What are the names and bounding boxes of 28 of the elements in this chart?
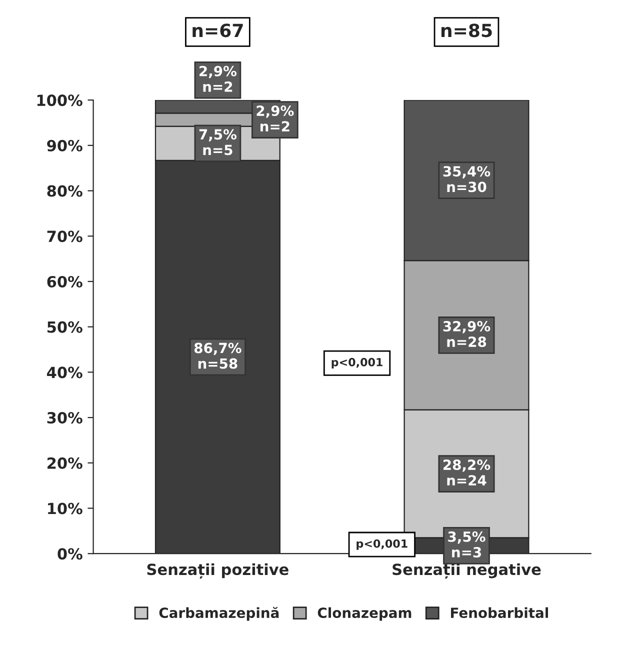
x-tick-label: Senzații negative xyxy=(392,563,541,579)
data-label: 86,7% n=58 xyxy=(194,342,242,369)
y-tick-label: 90% xyxy=(47,140,82,152)
data-label: 2,9% n=2 xyxy=(256,106,294,132)
y-tick-label: 20% xyxy=(48,457,82,469)
y-tick-label: 50% xyxy=(47,321,82,333)
y-tick-label: 100% xyxy=(37,94,82,106)
data-label: 32,9% n=28 xyxy=(443,320,490,348)
legend-label: Clonazepam xyxy=(318,607,412,621)
legend-label: Carbamazepină xyxy=(159,606,279,621)
annotation: p<0,001 xyxy=(356,539,408,550)
annotation: p<0,001 xyxy=(332,358,382,368)
data-label: 7,5% n=5 xyxy=(199,129,237,156)
text: n=67 xyxy=(192,24,243,38)
data-label: 35,4% n=30 xyxy=(443,166,490,192)
legend-label: Fenobarbital xyxy=(451,607,548,618)
y-tick-label: 40% xyxy=(47,366,82,378)
y-tick-label: 70% xyxy=(47,230,82,242)
y-tick-label: 60% xyxy=(47,276,82,288)
data-label: 3,5% n=3 xyxy=(448,531,486,558)
y-tick-label: 80% xyxy=(47,185,82,197)
y-tick-label: 30% xyxy=(47,412,82,424)
data-label: 28,2% n=24 xyxy=(444,460,490,486)
data-label: 2,9% n=2 xyxy=(200,66,237,92)
x-tick-label: Senzații pozitive xyxy=(147,563,288,579)
y-tick-label: 0% xyxy=(58,548,82,560)
text: n=85 xyxy=(441,24,492,38)
y-tick-label: 10% xyxy=(48,502,82,514)
